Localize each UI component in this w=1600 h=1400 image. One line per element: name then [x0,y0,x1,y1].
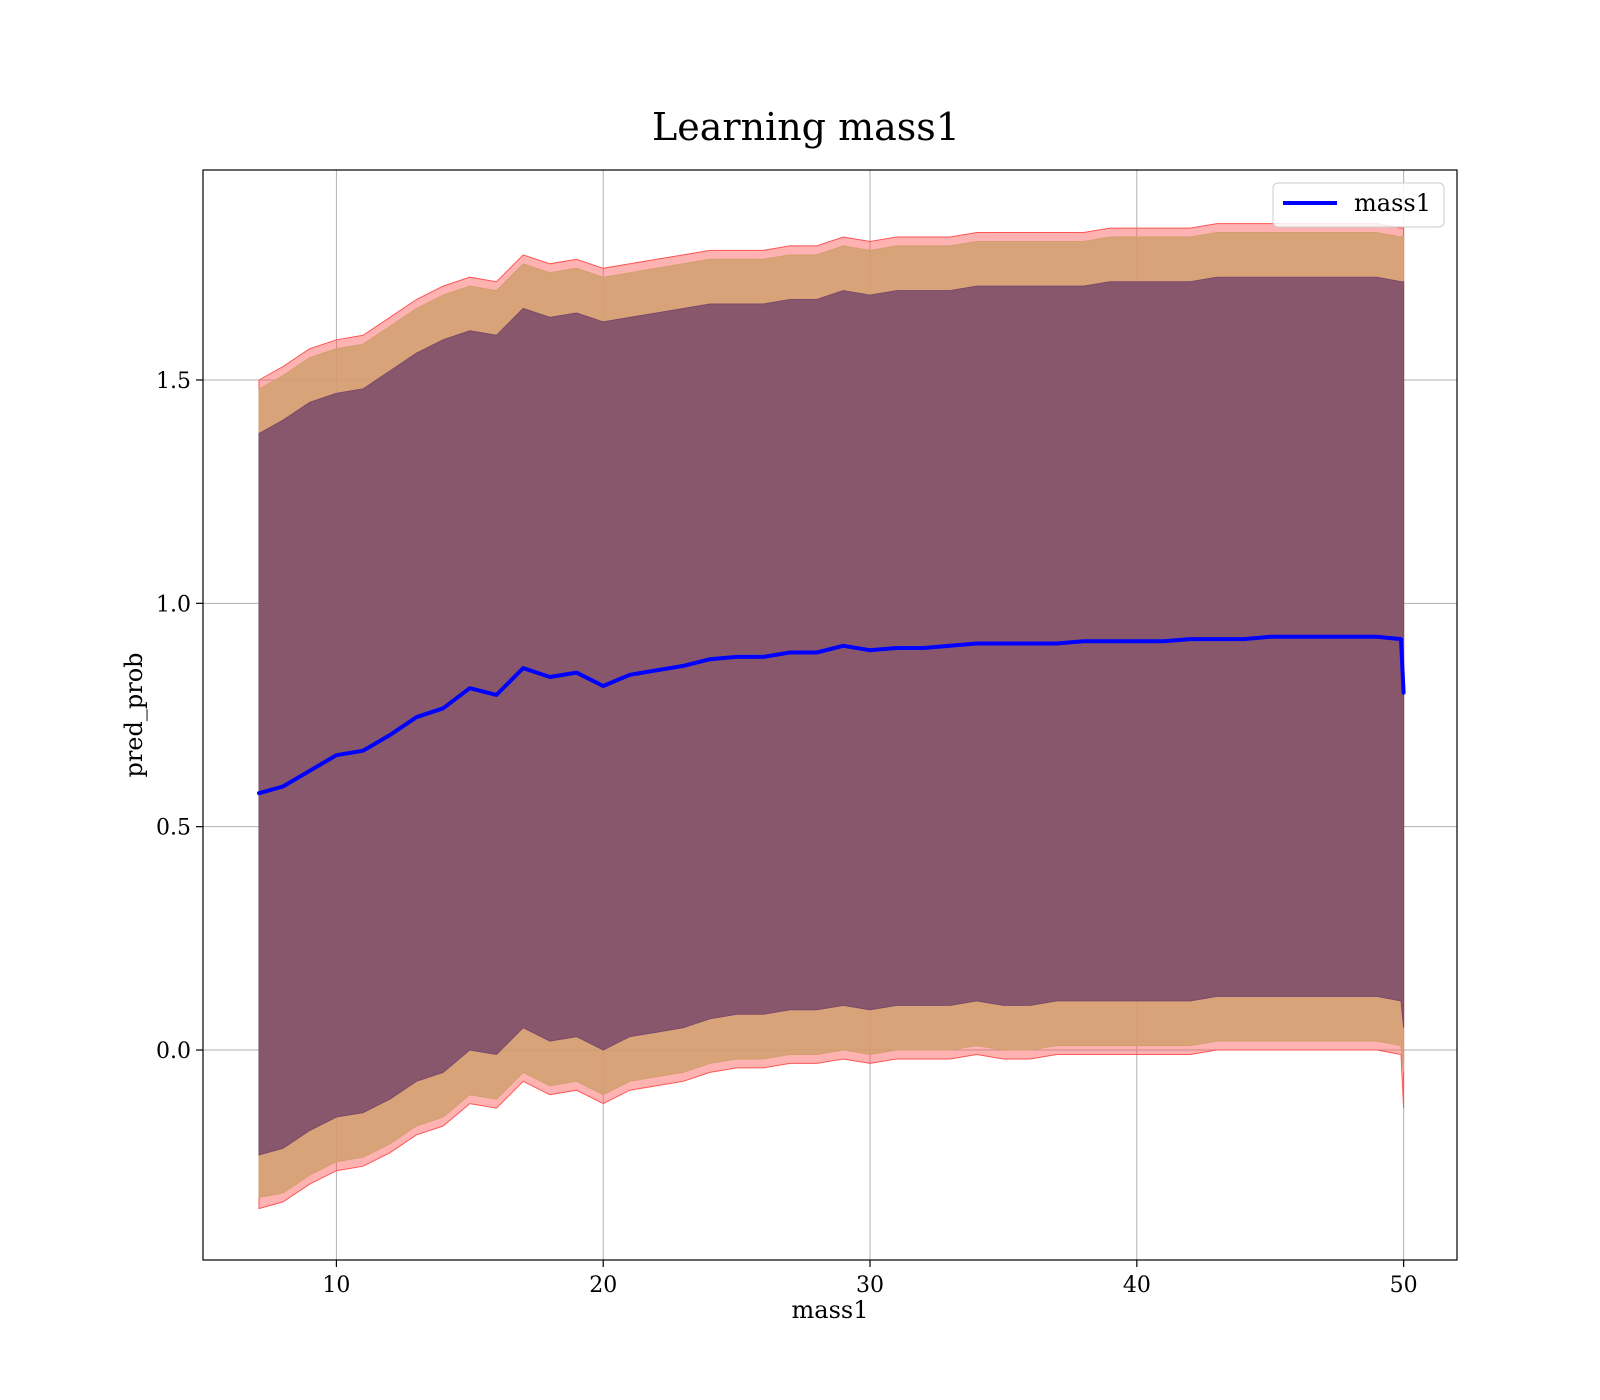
confidence-bands [258,223,1405,1210]
x-tick-label-3: 40 [1123,1273,1151,1298]
y-axis-label: pred_prob [120,652,148,777]
y-tick-label-3: 1.5 [156,369,191,394]
y-tick-label-1: 0.5 [156,816,191,841]
x-tick-label-0: 10 [322,1273,350,1298]
y-tick-label-2: 1.0 [156,592,191,617]
plot-frame [202,169,1458,1261]
chart-title: Learning mass1 [652,105,960,149]
x-axis-label: mass1 [792,1296,869,1324]
y-tick-label-0: 0.0 [156,1039,191,1064]
confidence-band-2 [258,276,1405,1156]
series-line-mass1 [257,634,1406,796]
x-tick-label-2: 30 [856,1273,884,1298]
y-axis-ticks: 0.0 0.5 1.0 1.5 [156,369,203,1064]
series-lines [257,634,1406,796]
legend-label-mass1: mass1 [1354,189,1431,217]
legend-box [1272,182,1445,228]
x-tick-label-1: 20 [589,1273,617,1298]
x-tick-label-4: 50 [1390,1273,1418,1298]
x-axis-ticks: 10 20 30 40 50 [322,1260,1418,1298]
legend: mass1 [1272,182,1445,228]
